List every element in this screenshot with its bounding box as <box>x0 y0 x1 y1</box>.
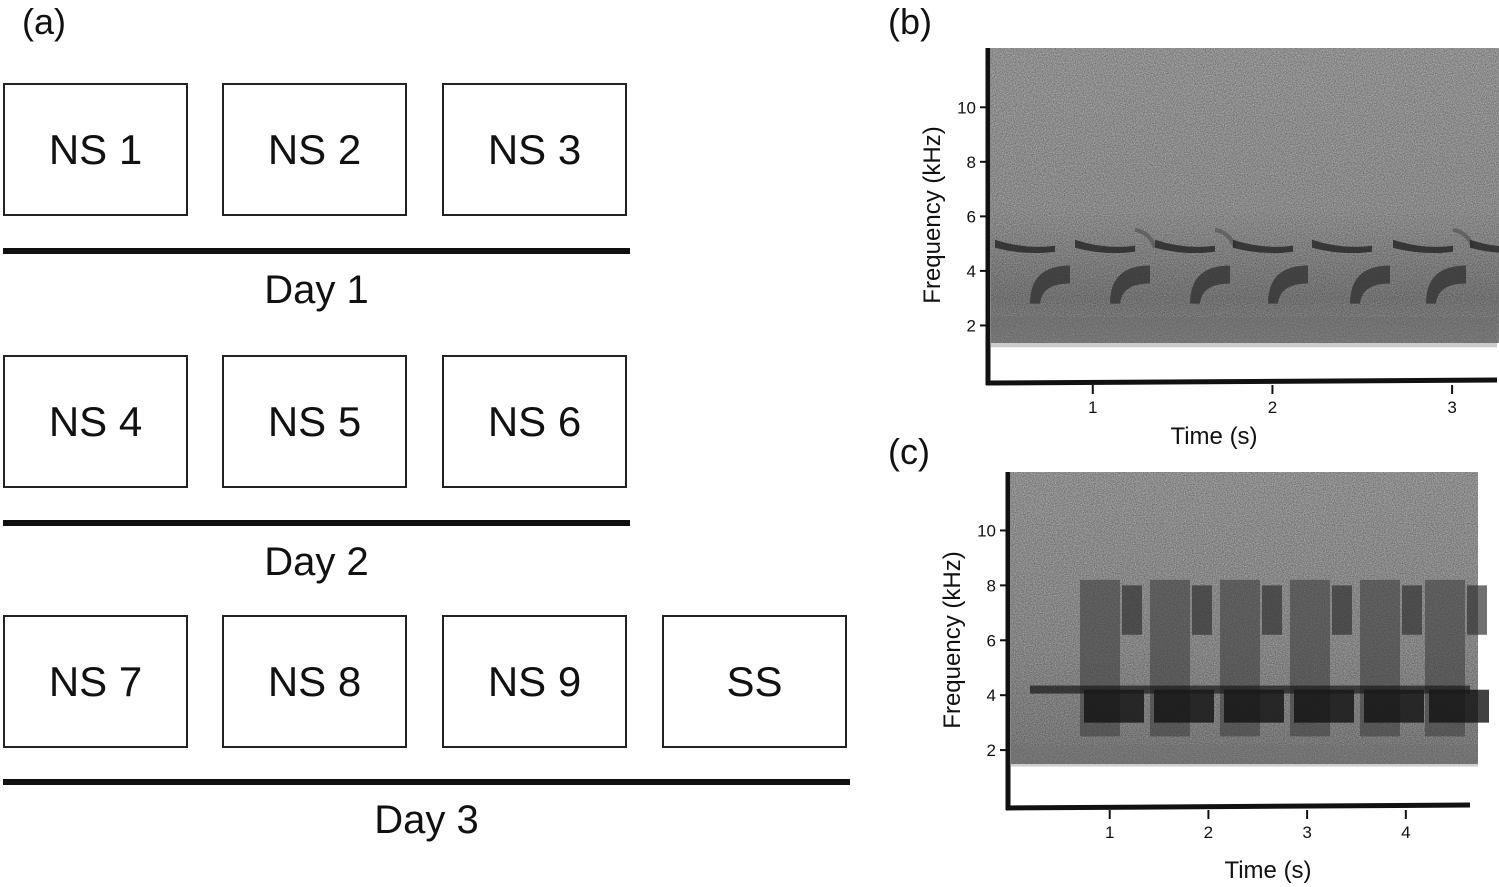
y-tick-label: 4 <box>987 686 996 705</box>
low-band <box>1011 744 1478 767</box>
spectrogram-b-xlabel: Time (s) <box>1170 423 1257 450</box>
session-box-ns4: NS 4 <box>3 355 188 488</box>
upper-note <box>1393 239 1453 254</box>
day-1-label: Day 1 <box>264 268 369 312</box>
day-2-label: Day 2 <box>264 540 369 584</box>
x-tick-label: 4 <box>1401 823 1410 842</box>
session-box-ss: SS <box>662 615 847 748</box>
y-tick-label: 10 <box>977 521 996 540</box>
dense-note <box>1154 689 1214 723</box>
x-tick-label: 1 <box>1088 398 1097 417</box>
spectrogram-b-notes <box>991 227 1499 348</box>
day-3-label: Day 3 <box>374 798 479 842</box>
session-box-ns5: NS 5 <box>222 355 407 488</box>
spectrogram-c-x-axis <box>1005 802 1471 811</box>
y-tick-label: 8 <box>987 576 996 595</box>
high-note <box>1192 585 1212 635</box>
day-3-rule <box>3 779 850 785</box>
y-tick-label: 4 <box>967 262 976 281</box>
high-note <box>1467 585 1487 635</box>
panel-c-label: (c) <box>888 431 930 472</box>
lower-note <box>1110 265 1150 304</box>
panel-a-label: (a) <box>22 1 66 42</box>
x-tick-label: 1 <box>1105 823 1114 842</box>
dense-note <box>1084 689 1144 723</box>
x-tick-label: 3 <box>1447 398 1456 417</box>
high-note <box>1332 585 1352 635</box>
dense-note <box>1364 689 1424 723</box>
upper-note <box>1075 239 1135 254</box>
low-band <box>991 317 1497 348</box>
high-note <box>1262 585 1282 635</box>
day-1-rule <box>3 248 630 254</box>
y-tick-label: 6 <box>967 207 976 226</box>
high-note <box>1402 585 1422 635</box>
y-tick-label: 6 <box>987 631 996 650</box>
lower-note <box>1426 265 1466 304</box>
high-note <box>1122 585 1142 635</box>
upper-note <box>1233 239 1293 254</box>
session-box-ns1: NS 1 <box>3 83 188 216</box>
lower-note <box>1268 265 1308 304</box>
x-tick-label: 3 <box>1302 823 1311 842</box>
spectrogram-c-xlabel: Time (s) <box>1224 857 1311 884</box>
spectrogram-c-ylabel: Frequency (kHz) <box>939 551 966 728</box>
tonal-band <box>1030 685 1470 694</box>
upper-note <box>1470 239 1499 253</box>
session-box-ns7: NS 7 <box>3 615 188 748</box>
dense-note <box>1224 689 1284 723</box>
day-2-rule <box>3 520 630 526</box>
dense-note <box>1294 689 1354 723</box>
dense-note <box>1429 689 1489 723</box>
y-tick-label: 8 <box>967 153 976 172</box>
x-tick-label: 2 <box>1204 823 1213 842</box>
y-tick-label: 2 <box>987 741 996 760</box>
session-box-ns2: NS 2 <box>222 83 407 216</box>
session-box-ns8: NS 8 <box>222 615 407 748</box>
spectrogram-b-ylabel: Frequency (kHz) <box>919 126 946 303</box>
lower-note <box>1190 265 1230 304</box>
session-box-ns3: NS 3 <box>442 83 627 216</box>
y-tick-label: 10 <box>957 98 976 117</box>
session-box-ns6: NS 6 <box>442 355 627 488</box>
lower-note <box>1350 265 1390 304</box>
x-tick-label: 2 <box>1268 398 1277 417</box>
lower-note <box>1030 265 1070 304</box>
upper-note-tail <box>1134 227 1157 249</box>
spectrogram-b-x-axis <box>985 377 1498 386</box>
upper-note <box>1312 239 1372 254</box>
spectrogram-c-notes <box>1011 579 1489 767</box>
upper-note <box>995 239 1055 254</box>
panel-b-label: (b) <box>888 1 932 42</box>
upper-note <box>1155 239 1215 254</box>
session-box-ns9: NS 9 <box>442 615 627 748</box>
y-tick-label: 2 <box>967 316 976 335</box>
